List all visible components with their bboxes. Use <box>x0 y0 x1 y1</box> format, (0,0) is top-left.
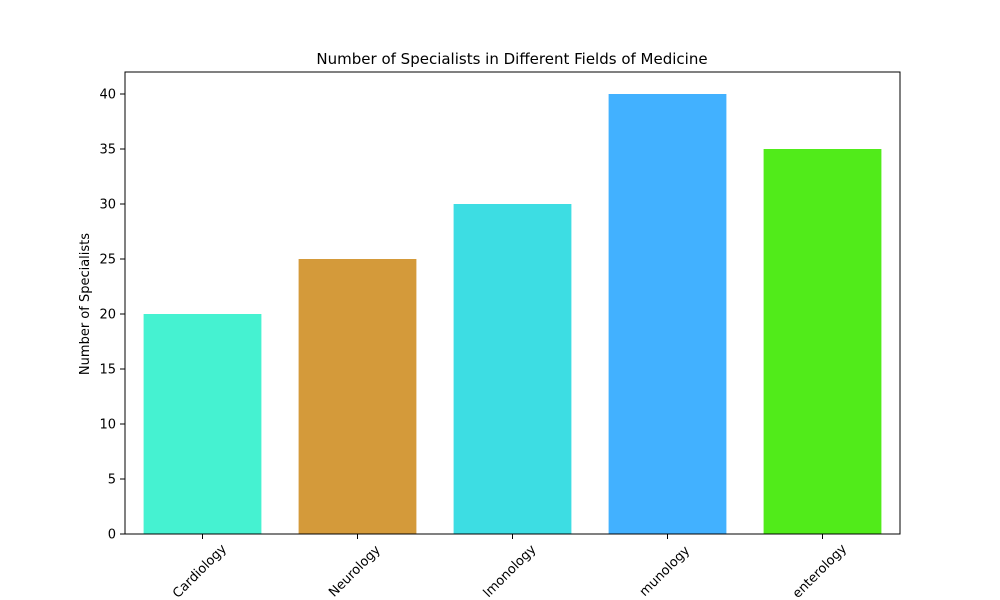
y-tick-label: 0 <box>108 528 116 543</box>
x-tick-label: enterology <box>790 541 850 600</box>
y-axis-title: Number of Specialists <box>78 233 93 375</box>
y-axis: 0 5 10 15 20 25 30 35 40 <box>99 88 125 543</box>
x-tick-label: munology <box>637 543 694 600</box>
bar-cardiology <box>143 314 262 534</box>
x-tick-label: Cardiology <box>170 541 230 600</box>
y-tick-label: 25 <box>99 253 116 268</box>
y-tick-label: 10 <box>99 418 116 433</box>
bar-pulmonology <box>453 204 572 534</box>
bar-neurology <box>298 259 417 534</box>
chart-title: Number of Specialists in Different Field… <box>316 50 707 68</box>
plot-frame <box>124 71 901 535</box>
bar-gastroenterology <box>763 149 882 534</box>
bar-immunology <box>608 94 727 534</box>
y-tick-label: 20 <box>99 308 116 323</box>
x-tick-label: Neurology <box>326 543 384 600</box>
y-tick-label: 30 <box>99 198 116 213</box>
x-tick-label: lmonology <box>481 542 540 600</box>
bars-layer <box>143 94 882 534</box>
y-tick-label: 40 <box>99 88 116 103</box>
y-tick-label: 35 <box>99 143 116 158</box>
y-tick-label: 15 <box>99 363 116 378</box>
x-axis: Cardiology Neurology lmonology munology ente… <box>170 534 850 600</box>
y-tick-label: 5 <box>108 473 116 488</box>
